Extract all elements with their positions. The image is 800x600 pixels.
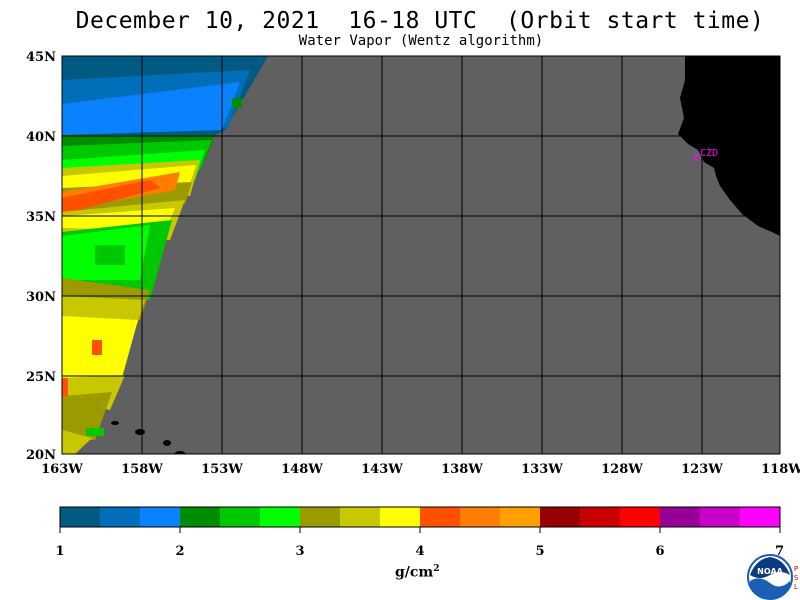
colorbar-swatch [540,507,581,527]
colorbar-swatch [260,507,301,527]
colorbar-tick-labels: 1 2 3 4 5 6 7 [55,527,784,559]
colorbar-swatch [580,507,621,527]
longitude-label: 148W [281,462,323,477]
data-swath [62,56,268,454]
colorbar-swatch [500,507,541,527]
colorbar-tick-label: 4 [415,544,424,559]
latitude-label: 35N [26,210,56,225]
colorbar-swatch [420,507,461,527]
latitude-label: 40N [26,130,56,145]
colorbar-tick-label: 1 [55,544,64,559]
longitude-label: 143W [361,462,403,477]
colorbar-swatch [660,507,701,527]
colorbar-swatch [380,507,421,527]
longitude-labels: 163W 158W 153W 148W 143W 138W 133W 128W 123W 118W [41,462,800,477]
station-label: CZD [700,148,718,159]
longitude-label: 158W [121,462,163,477]
latitude-label: 20N [26,448,56,463]
map-frame [61,55,781,455]
noaa-logo: NOAA P S L [747,554,799,600]
colorbar-swatch [60,507,101,527]
latitude-label: 30N [26,290,56,305]
colorbar-swatch [340,507,381,527]
colorbar-swatch [700,507,741,527]
longitude-label: 138W [441,462,483,477]
longitude-label: 163W [41,462,83,477]
colorbar-tick-label: 5 [535,544,544,559]
colorbar-swatch [140,507,181,527]
longitude-label: 133W [521,462,563,477]
svg-text:S: S [794,574,799,582]
latitude-labels: 45N 40N 35N 30N 25N 20N [26,50,56,463]
map-gridlines [62,56,780,454]
longitude-label: 153W [201,462,243,477]
north-america-land [678,56,780,236]
colorbar-swatch [220,507,261,527]
colorbar-tick-label: 2 [175,544,184,559]
longitude-label: 118W [761,462,800,477]
chart-subtitle: Water Vapor (Wentz algorithm) [298,33,544,49]
colorbar-swatch [460,507,501,527]
colorbar [60,507,781,527]
colorbar-tick-label: 3 [295,544,304,559]
colorbar-tick-label: 6 [655,544,664,559]
station-marker-czd: CZD [692,148,718,162]
colorbar-swatch [300,507,341,527]
latitude-label: 25N [26,370,56,385]
chart-title: December 10, 2021 16-18 UTC (Orbit start… [75,8,765,34]
svg-text:P: P [794,565,798,573]
colorbar-swatch [180,507,221,527]
colorbar-swatch [740,507,781,527]
latitude-label: 45N [26,50,56,65]
svg-text:L: L [794,583,798,591]
colorbar-swatch [100,507,141,527]
longitude-label: 128W [601,462,643,477]
colorbar-units: g/cm2 [395,564,440,581]
svg-text:NOAA: NOAA [757,567,783,576]
longitude-label: 123W [681,462,723,477]
colorbar-swatch [620,507,661,527]
colorbar-tick-label: 7 [775,544,784,559]
